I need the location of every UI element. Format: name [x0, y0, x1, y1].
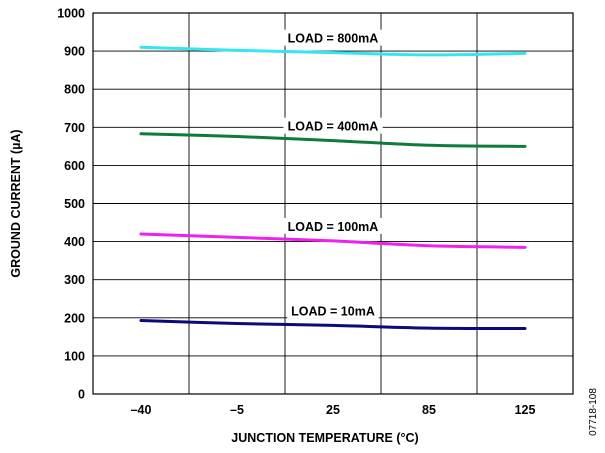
series-label: LOAD = 400mA — [288, 120, 379, 134]
series-label-bg — [283, 217, 383, 234]
y-tick-label: 200 — [64, 311, 85, 325]
y-tick-label: 500 — [64, 197, 85, 211]
series-label: LOAD = 100mA — [288, 220, 379, 234]
series-line — [139, 45, 527, 57]
y-tick-label: 600 — [64, 159, 85, 173]
x-tick-label: 125 — [515, 403, 536, 417]
x-axis-title: JUNCTION TEMPERATURE (°C) — [231, 431, 418, 445]
series-label: LOAD = 800mA — [288, 32, 379, 46]
y-tick-label: 400 — [64, 235, 85, 249]
y-tick-label: 900 — [64, 45, 85, 59]
x-tick-label: –40 — [131, 403, 152, 417]
chart-series-lines: LOAD = 800mA LOAD = 400mA LOAD = 100mA LOAD… — [139, 29, 527, 330]
y-tick-label: 800 — [64, 83, 85, 97]
x-tick-label: 85 — [422, 403, 436, 417]
chart-grid — [93, 12, 573, 395]
series-line — [139, 132, 527, 148]
series-label-bg — [283, 29, 383, 46]
y-tick-label: 0 — [78, 388, 85, 402]
series-label-bg — [287, 302, 379, 319]
x-tick-label: 25 — [326, 403, 340, 417]
y-tick-label: 1000 — [57, 7, 85, 21]
plot-frame — [92, 12, 574, 395]
chart-tick-labels: 0 100 200 300 400 500 600 700 800 900 1000 –40 –5 25 8… — [57, 7, 535, 418]
y-tick-label: 700 — [64, 121, 85, 135]
series-label-bg — [283, 117, 383, 134]
series-label: LOAD = 10mA — [291, 304, 375, 318]
x-tick-label: –5 — [230, 403, 244, 417]
figure-id: 07718-108 — [588, 388, 599, 436]
y-tick-label: 100 — [64, 349, 85, 363]
y-axis-title: GROUND CURRENT (µA) — [9, 129, 23, 277]
series-line — [139, 318, 527, 330]
y-tick-label: 300 — [64, 273, 85, 287]
series-line — [139, 232, 527, 249]
